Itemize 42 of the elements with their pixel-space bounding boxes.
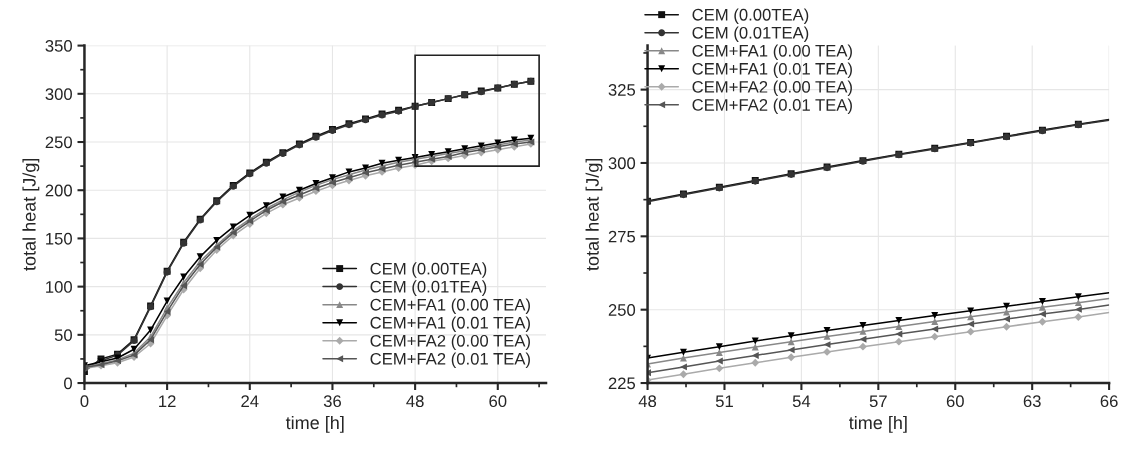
x-tick-label: 60 (946, 395, 964, 408)
y-tick-label: 225 (608, 377, 636, 390)
x-axis-title: time [h] (849, 415, 907, 433)
y-tick-label: 100 (46, 281, 72, 293)
legend-label: CEM+FA1 (0.00 TEA) (692, 44, 852, 60)
y-tick-label: 0 (64, 377, 72, 390)
legend-label: CEM+FA1 (0.00 TEA) (370, 298, 530, 314)
x-tick-label: 0 (80, 395, 89, 408)
x-axis-title: time [h] (285, 415, 344, 433)
x-tick-label: 60 (489, 395, 507, 408)
x-tick-label: 12 (159, 395, 176, 407)
y-tick-label: 275 (608, 230, 636, 243)
x-tick-label: 66 (1100, 395, 1118, 408)
x-tick-label: 48 (406, 395, 424, 408)
legend-label: CEM+FA1 (0.01 TEA) (370, 316, 530, 332)
x-tick-label: 54 (792, 395, 811, 408)
y-tick-label: 250 (608, 304, 636, 316)
y-tick-label: 325 (608, 84, 636, 96)
y-tick-label: 300 (45, 88, 72, 101)
x-tick-label: 51 (715, 395, 733, 408)
y-tick-label: 300 (608, 157, 636, 170)
x-tick-label: 36 (323, 395, 341, 408)
legend-label: CEM (0.00TEA) (692, 8, 809, 24)
x-tick-label: 57 (869, 395, 887, 408)
y-tick-label: 350 (45, 40, 72, 52)
legend-label: CEM (0.01TEA) (692, 26, 809, 42)
legend-label: CEM+FA2 (0.00 TEA) (370, 334, 530, 350)
y-tick-label: 150 (46, 232, 72, 245)
y-axis-title: total heat [J/g] (22, 158, 40, 271)
legend-label: CEM+FA2 (0.00 TEA) (692, 80, 852, 97)
legend-label: CEM+FA2 (0.01 TEA) (370, 352, 530, 369)
y-axis-title: total heat [J/g] (585, 158, 603, 271)
legend-label: CEM+FA1 (0.01 TEA) (692, 62, 852, 79)
legend-label: CEM (0.00TEA) (370, 262, 487, 278)
x-tick-label: 63 (1023, 395, 1041, 408)
y-tick-label: 50 (54, 329, 72, 342)
y-tick-label: 250 (45, 136, 72, 149)
y-tick-label: 200 (45, 184, 72, 197)
legend-label: CEM+FA2 (0.01 TEA) (692, 98, 852, 115)
legend-label: CEM (0.01TEA) (370, 280, 487, 296)
x-tick-label: 48 (638, 395, 657, 408)
x-tick-label: 24 (241, 395, 259, 407)
